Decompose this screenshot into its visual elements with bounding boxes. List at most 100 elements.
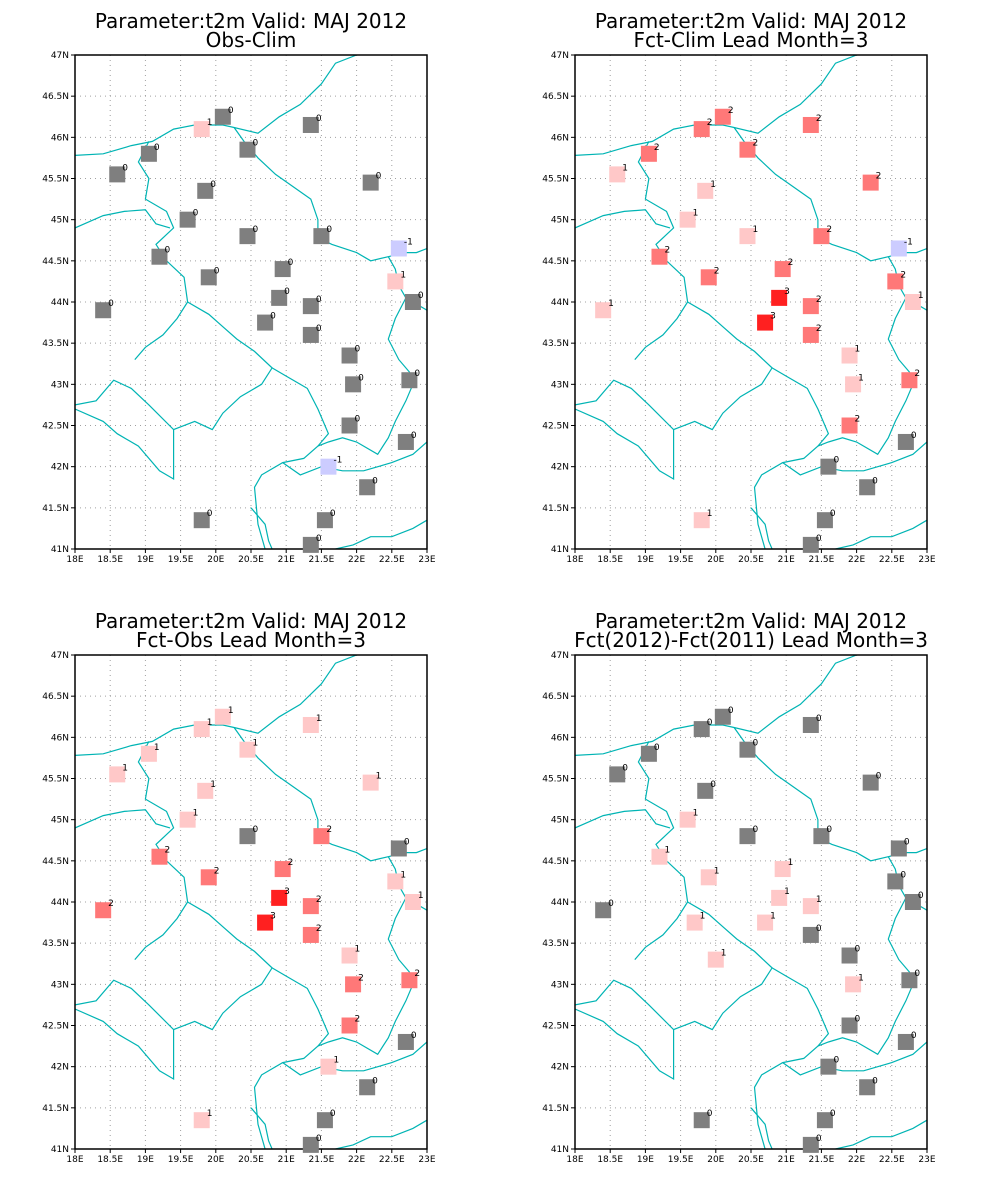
station-marker bbox=[302, 326, 319, 343]
x-tick-label: 23E bbox=[918, 555, 935, 565]
station-value-label: 2 bbox=[855, 415, 861, 425]
chart-title: Parameter:t2m Valid: MAJ 2012 bbox=[595, 609, 907, 633]
station-value-label: 2 bbox=[316, 924, 322, 934]
station-marker bbox=[302, 1136, 319, 1153]
station-marker bbox=[595, 302, 612, 319]
station-marker bbox=[897, 433, 914, 450]
chart-title: Parameter:t2m Valid: MAJ 2012 bbox=[595, 9, 907, 33]
y-tick-label: 46.5N bbox=[542, 692, 569, 702]
station-marker bbox=[274, 261, 291, 278]
station-value-label: 2 bbox=[900, 270, 906, 280]
station-marker bbox=[820, 1058, 837, 1075]
x-tick-label: 20E bbox=[707, 1155, 724, 1165]
x-tick-label: 19E bbox=[137, 555, 154, 565]
station-marker bbox=[901, 972, 918, 989]
station-marker bbox=[845, 976, 862, 993]
y-tick-label: 45.5N bbox=[42, 175, 69, 185]
station-value-label: 1 bbox=[355, 945, 361, 955]
border-line bbox=[750, 507, 773, 549]
x-tick-label: 18E bbox=[566, 555, 583, 565]
y-tick-label: 44N bbox=[51, 298, 69, 308]
station-marker bbox=[362, 174, 379, 191]
station-value-label: 0 bbox=[826, 825, 832, 835]
y-tick-label: 43.5N bbox=[42, 339, 69, 349]
border-line bbox=[817, 297, 914, 456]
station-marker bbox=[401, 372, 418, 389]
border-line bbox=[750, 1107, 773, 1149]
station-marker bbox=[771, 889, 788, 906]
x-tick-label: 18E bbox=[566, 1155, 583, 1165]
station-value-label: 2 bbox=[414, 969, 420, 979]
y-tick-label: 46N bbox=[51, 133, 69, 143]
station-marker bbox=[257, 314, 274, 331]
x-tick-label: 19.5E bbox=[668, 1155, 694, 1165]
border-line bbox=[817, 897, 914, 1056]
station-value-label: 0 bbox=[418, 291, 424, 301]
plot-frame bbox=[74, 54, 428, 550]
station-value-label: 0 bbox=[372, 476, 378, 486]
station-marker bbox=[802, 116, 819, 133]
station-marker bbox=[271, 889, 288, 906]
station-value-label: 3 bbox=[784, 287, 790, 297]
border-line bbox=[253, 367, 330, 549]
station-value-label: 2 bbox=[664, 246, 670, 256]
station-value-label: 0 bbox=[404, 837, 410, 847]
station-marker bbox=[200, 869, 217, 886]
y-tick-label: 46.5N bbox=[42, 692, 69, 702]
station-value-label: 0 bbox=[154, 143, 160, 153]
station-marker bbox=[151, 248, 168, 265]
station-value-label: 1 bbox=[858, 973, 864, 983]
station-marker bbox=[686, 914, 703, 931]
station-marker bbox=[802, 536, 819, 553]
x-tick-label: 22.5E bbox=[879, 555, 905, 565]
x-tick-label: 19.5E bbox=[668, 555, 694, 565]
station-value-label: 0 bbox=[816, 534, 822, 544]
station-marker bbox=[739, 828, 756, 845]
station-value-label: 0 bbox=[372, 1076, 378, 1086]
station-marker bbox=[302, 298, 319, 315]
station-value-label: 0 bbox=[914, 969, 920, 979]
station-marker bbox=[693, 1112, 710, 1129]
station-marker bbox=[214, 108, 231, 125]
station-value-label: 2 bbox=[914, 369, 920, 379]
border-line bbox=[75, 809, 171, 829]
border-line bbox=[387, 256, 427, 311]
x-tick-label: 22E bbox=[348, 555, 365, 565]
x-tick-label: 20.5E bbox=[238, 555, 264, 565]
station-value-label: 2 bbox=[788, 258, 794, 268]
station-marker bbox=[341, 947, 358, 964]
y-tick-label: 43N bbox=[551, 380, 569, 390]
station-value-label: 0 bbox=[376, 172, 382, 182]
station-value-label: -1 bbox=[404, 237, 413, 247]
border-line bbox=[753, 367, 830, 549]
station-value-label: 1 bbox=[400, 870, 406, 880]
x-tick-label: 22E bbox=[348, 1155, 365, 1165]
x-tick-label: 19.5E bbox=[168, 1155, 194, 1165]
border-line bbox=[673, 901, 773, 1031]
y-tick-label: 44.5N bbox=[42, 257, 69, 267]
station-value-label: 2 bbox=[654, 143, 660, 153]
station-value-label: 0 bbox=[414, 369, 420, 379]
station-marker bbox=[697, 182, 714, 199]
station-marker bbox=[679, 811, 696, 828]
y-tick-label: 43N bbox=[551, 980, 569, 990]
station-marker bbox=[771, 289, 788, 306]
border-line bbox=[887, 256, 927, 311]
station-value-label: -1 bbox=[333, 456, 342, 466]
station-value-label: 1 bbox=[207, 1109, 213, 1119]
station-marker bbox=[679, 211, 696, 228]
plot-frame bbox=[574, 654, 928, 1150]
plot-frame bbox=[574, 54, 928, 550]
station-marker bbox=[387, 273, 404, 290]
station-marker bbox=[714, 108, 731, 125]
y-tick-label: 47N bbox=[551, 51, 569, 61]
station-value-label: 1 bbox=[400, 270, 406, 280]
station-value-label: 0 bbox=[707, 718, 713, 728]
x-tick-label: 18.5E bbox=[97, 1155, 123, 1165]
x-tick-label: 21.5E bbox=[309, 555, 335, 565]
x-tick-label: 20.5E bbox=[738, 1155, 764, 1165]
station-marker bbox=[859, 479, 876, 496]
station-marker bbox=[841, 1017, 858, 1034]
station-value-label: 2 bbox=[876, 172, 882, 182]
station-marker bbox=[359, 479, 376, 496]
